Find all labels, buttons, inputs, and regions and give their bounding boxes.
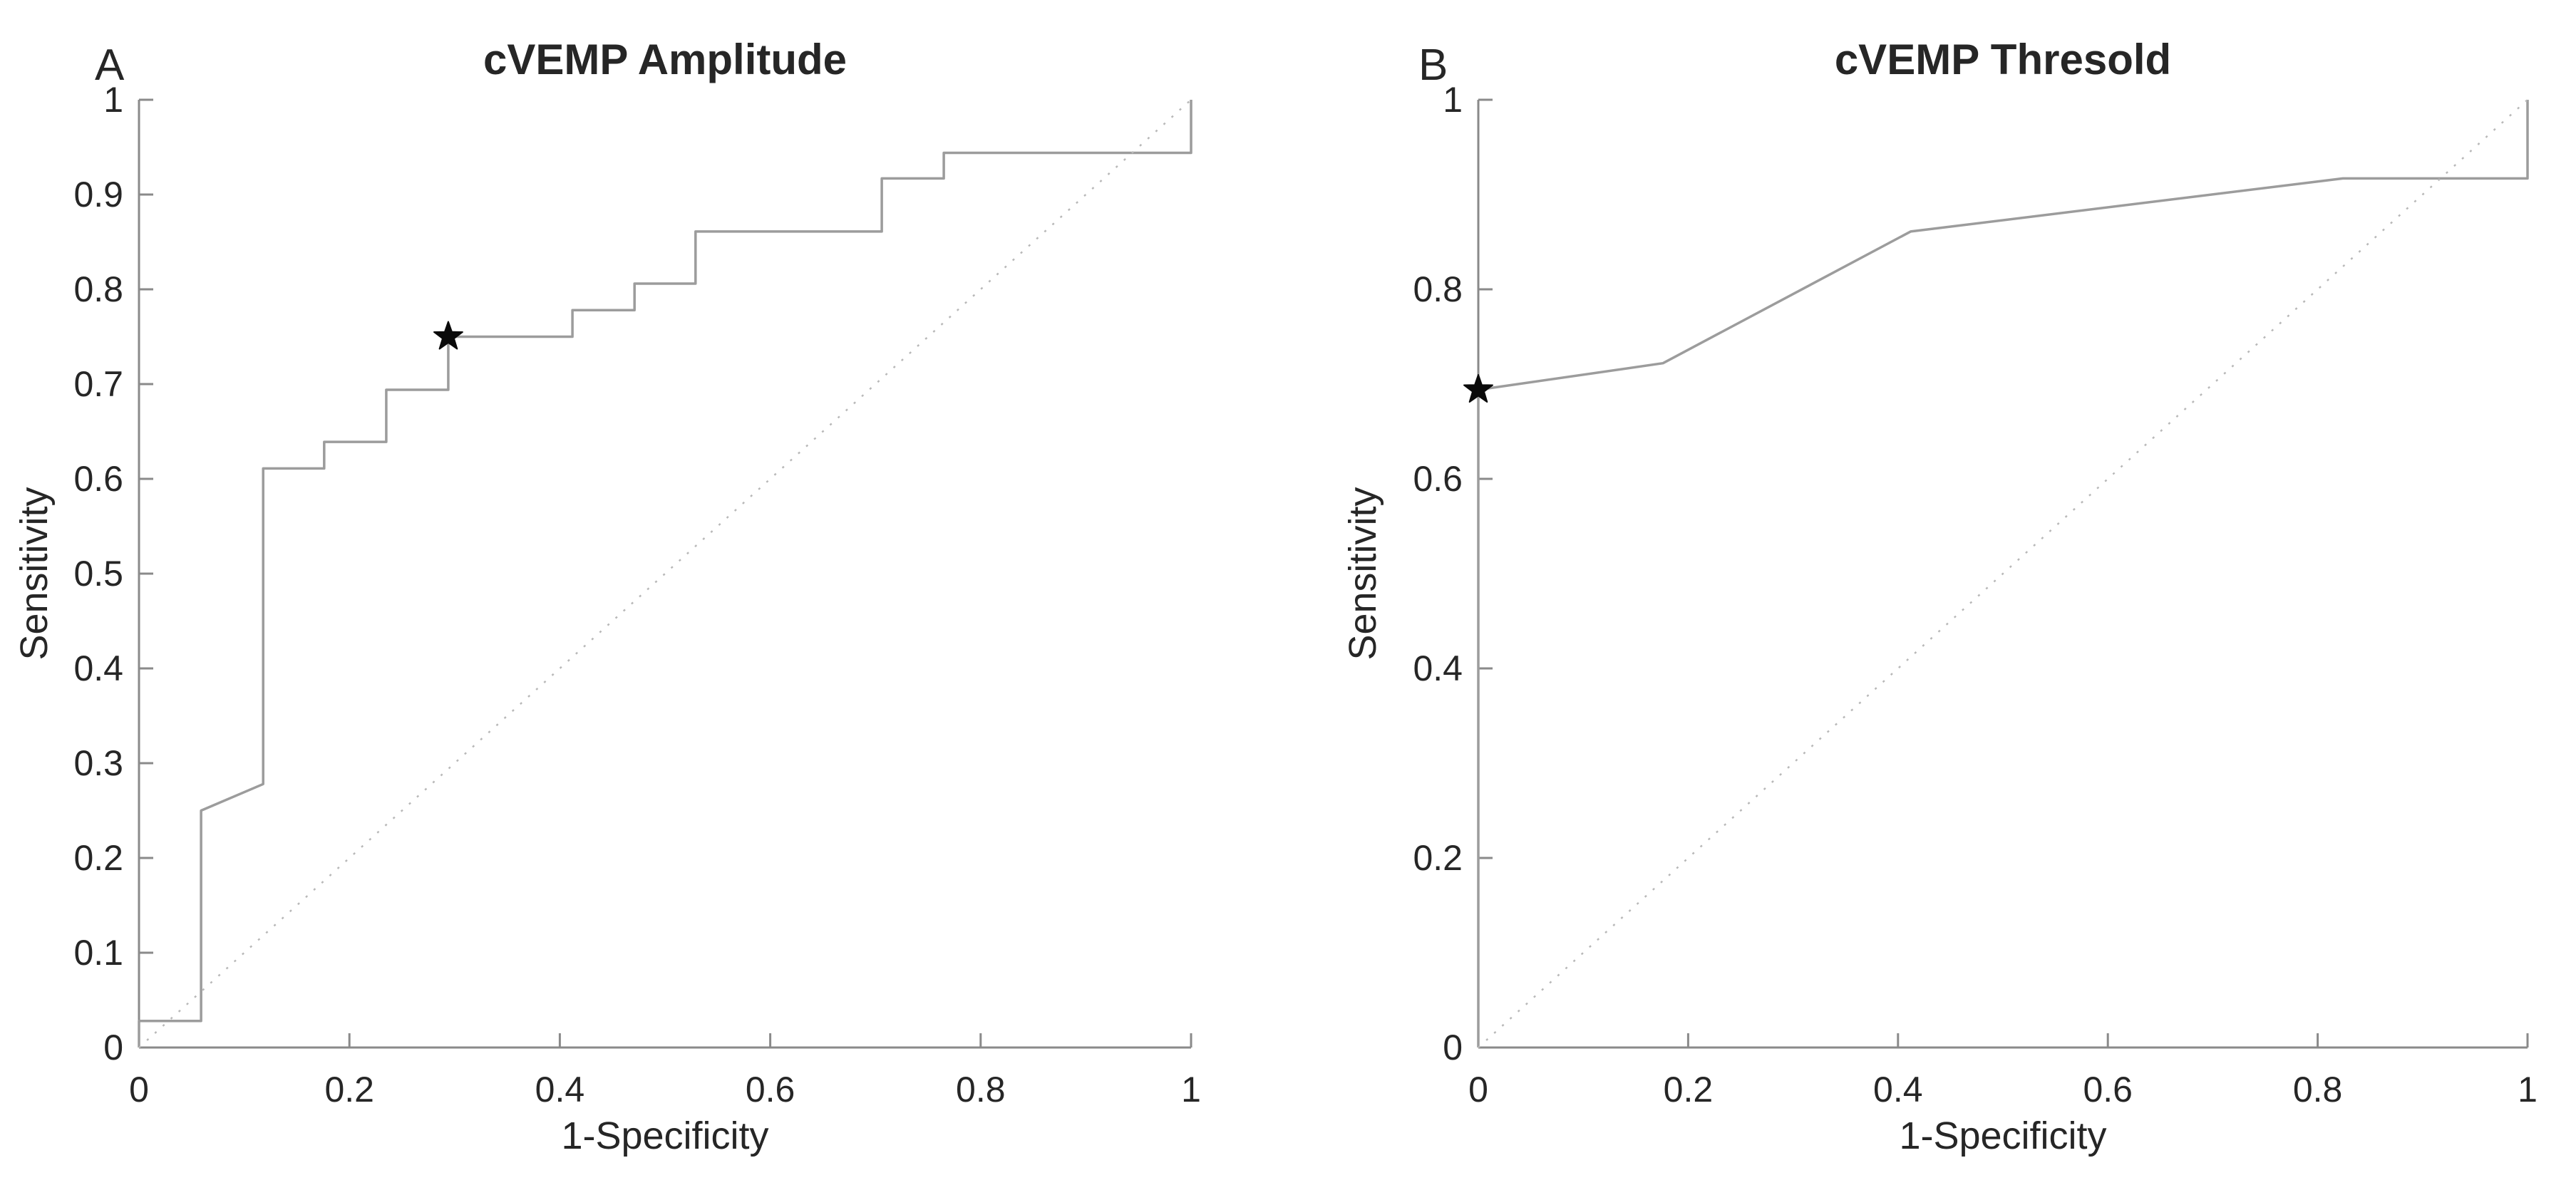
y-tick-label: 0 xyxy=(1443,1028,1463,1067)
chance-diagonal-line xyxy=(1478,99,2528,1048)
panel-b-xlabel: 1-Specificity xyxy=(1899,1114,2106,1157)
panel-b-plot-area: 0 0.2 0.4 0.6 0.8 1 0 0.2 0.4 0.6 0.8 1 xyxy=(1413,80,2537,1110)
panel-b: B cVEMP Thresold 1-Specificity Sensitivi… xyxy=(1341,36,2538,1157)
x-tick-label: 0 xyxy=(129,1070,149,1110)
y-tick-label: 0.6 xyxy=(1413,459,1463,499)
y-tick-label: 0.3 xyxy=(73,743,123,783)
x-tick-label: 1 xyxy=(2518,1070,2538,1110)
operating-point-star xyxy=(433,321,463,350)
y-tick-label: 0.1 xyxy=(73,933,123,973)
x-tick-label: 0.2 xyxy=(324,1070,374,1110)
x-tick-label: 0.4 xyxy=(1873,1070,1923,1110)
y-tick-label: 0.5 xyxy=(73,554,123,594)
y-tick-label: 0.4 xyxy=(73,648,123,688)
y-tick-label: 0.9 xyxy=(73,175,123,214)
panel-a-letter: A xyxy=(95,41,125,90)
x-tick-label: 0.6 xyxy=(2083,1070,2133,1110)
y-tick-label: 0.2 xyxy=(73,838,123,878)
operating-point-star xyxy=(1463,374,1493,403)
x-tick-label: 0.4 xyxy=(535,1070,585,1110)
panel-a-plot-area: 0 0.2 0.4 0.6 0.8 1 0 0.1 0.2 0.3 0.4 0.5 0.6 0.7 0.8 0… xyxy=(73,80,1200,1110)
y-tick-label: 0.7 xyxy=(73,364,123,404)
y-tick-label: 0.6 xyxy=(73,459,123,499)
x-tick-label: 0 xyxy=(1468,1070,1488,1110)
panel-a: A cVEMP Amplitude 1-Specificity Sensitiv… xyxy=(13,36,1201,1157)
y-tick-label: 0.4 xyxy=(1413,648,1463,688)
y-tick-label: 0.2 xyxy=(1413,838,1463,878)
roc-curve-line xyxy=(138,100,1192,1048)
y-tick-label: 1 xyxy=(103,80,123,120)
chance-diagonal-line xyxy=(138,99,1192,1048)
panel-b-title: cVEMP Thresold xyxy=(1835,36,2171,83)
y-tick-label: 0.8 xyxy=(73,269,123,309)
panel-b-ylabel: Sensitivity xyxy=(1341,487,1384,660)
x-tick-label: 0.2 xyxy=(1664,1070,1714,1110)
y-tick-label: 0 xyxy=(103,1028,123,1067)
x-tick-label: 0.8 xyxy=(2293,1070,2343,1110)
y-tick-label: 0.8 xyxy=(1413,269,1463,309)
x-tick-label: 0.8 xyxy=(956,1070,1006,1110)
panel-a-title: cVEMP Amplitude xyxy=(483,36,847,83)
x-tick-label: 1 xyxy=(1181,1070,1201,1110)
panel-a-ylabel: Sensitivity xyxy=(13,487,56,660)
panel-b-letter: B xyxy=(1418,41,1448,90)
panel-a-xlabel: 1-Specificity xyxy=(561,1114,768,1157)
y-tick-label: 1 xyxy=(1443,80,1463,120)
x-tick-label: 0.6 xyxy=(746,1070,795,1110)
